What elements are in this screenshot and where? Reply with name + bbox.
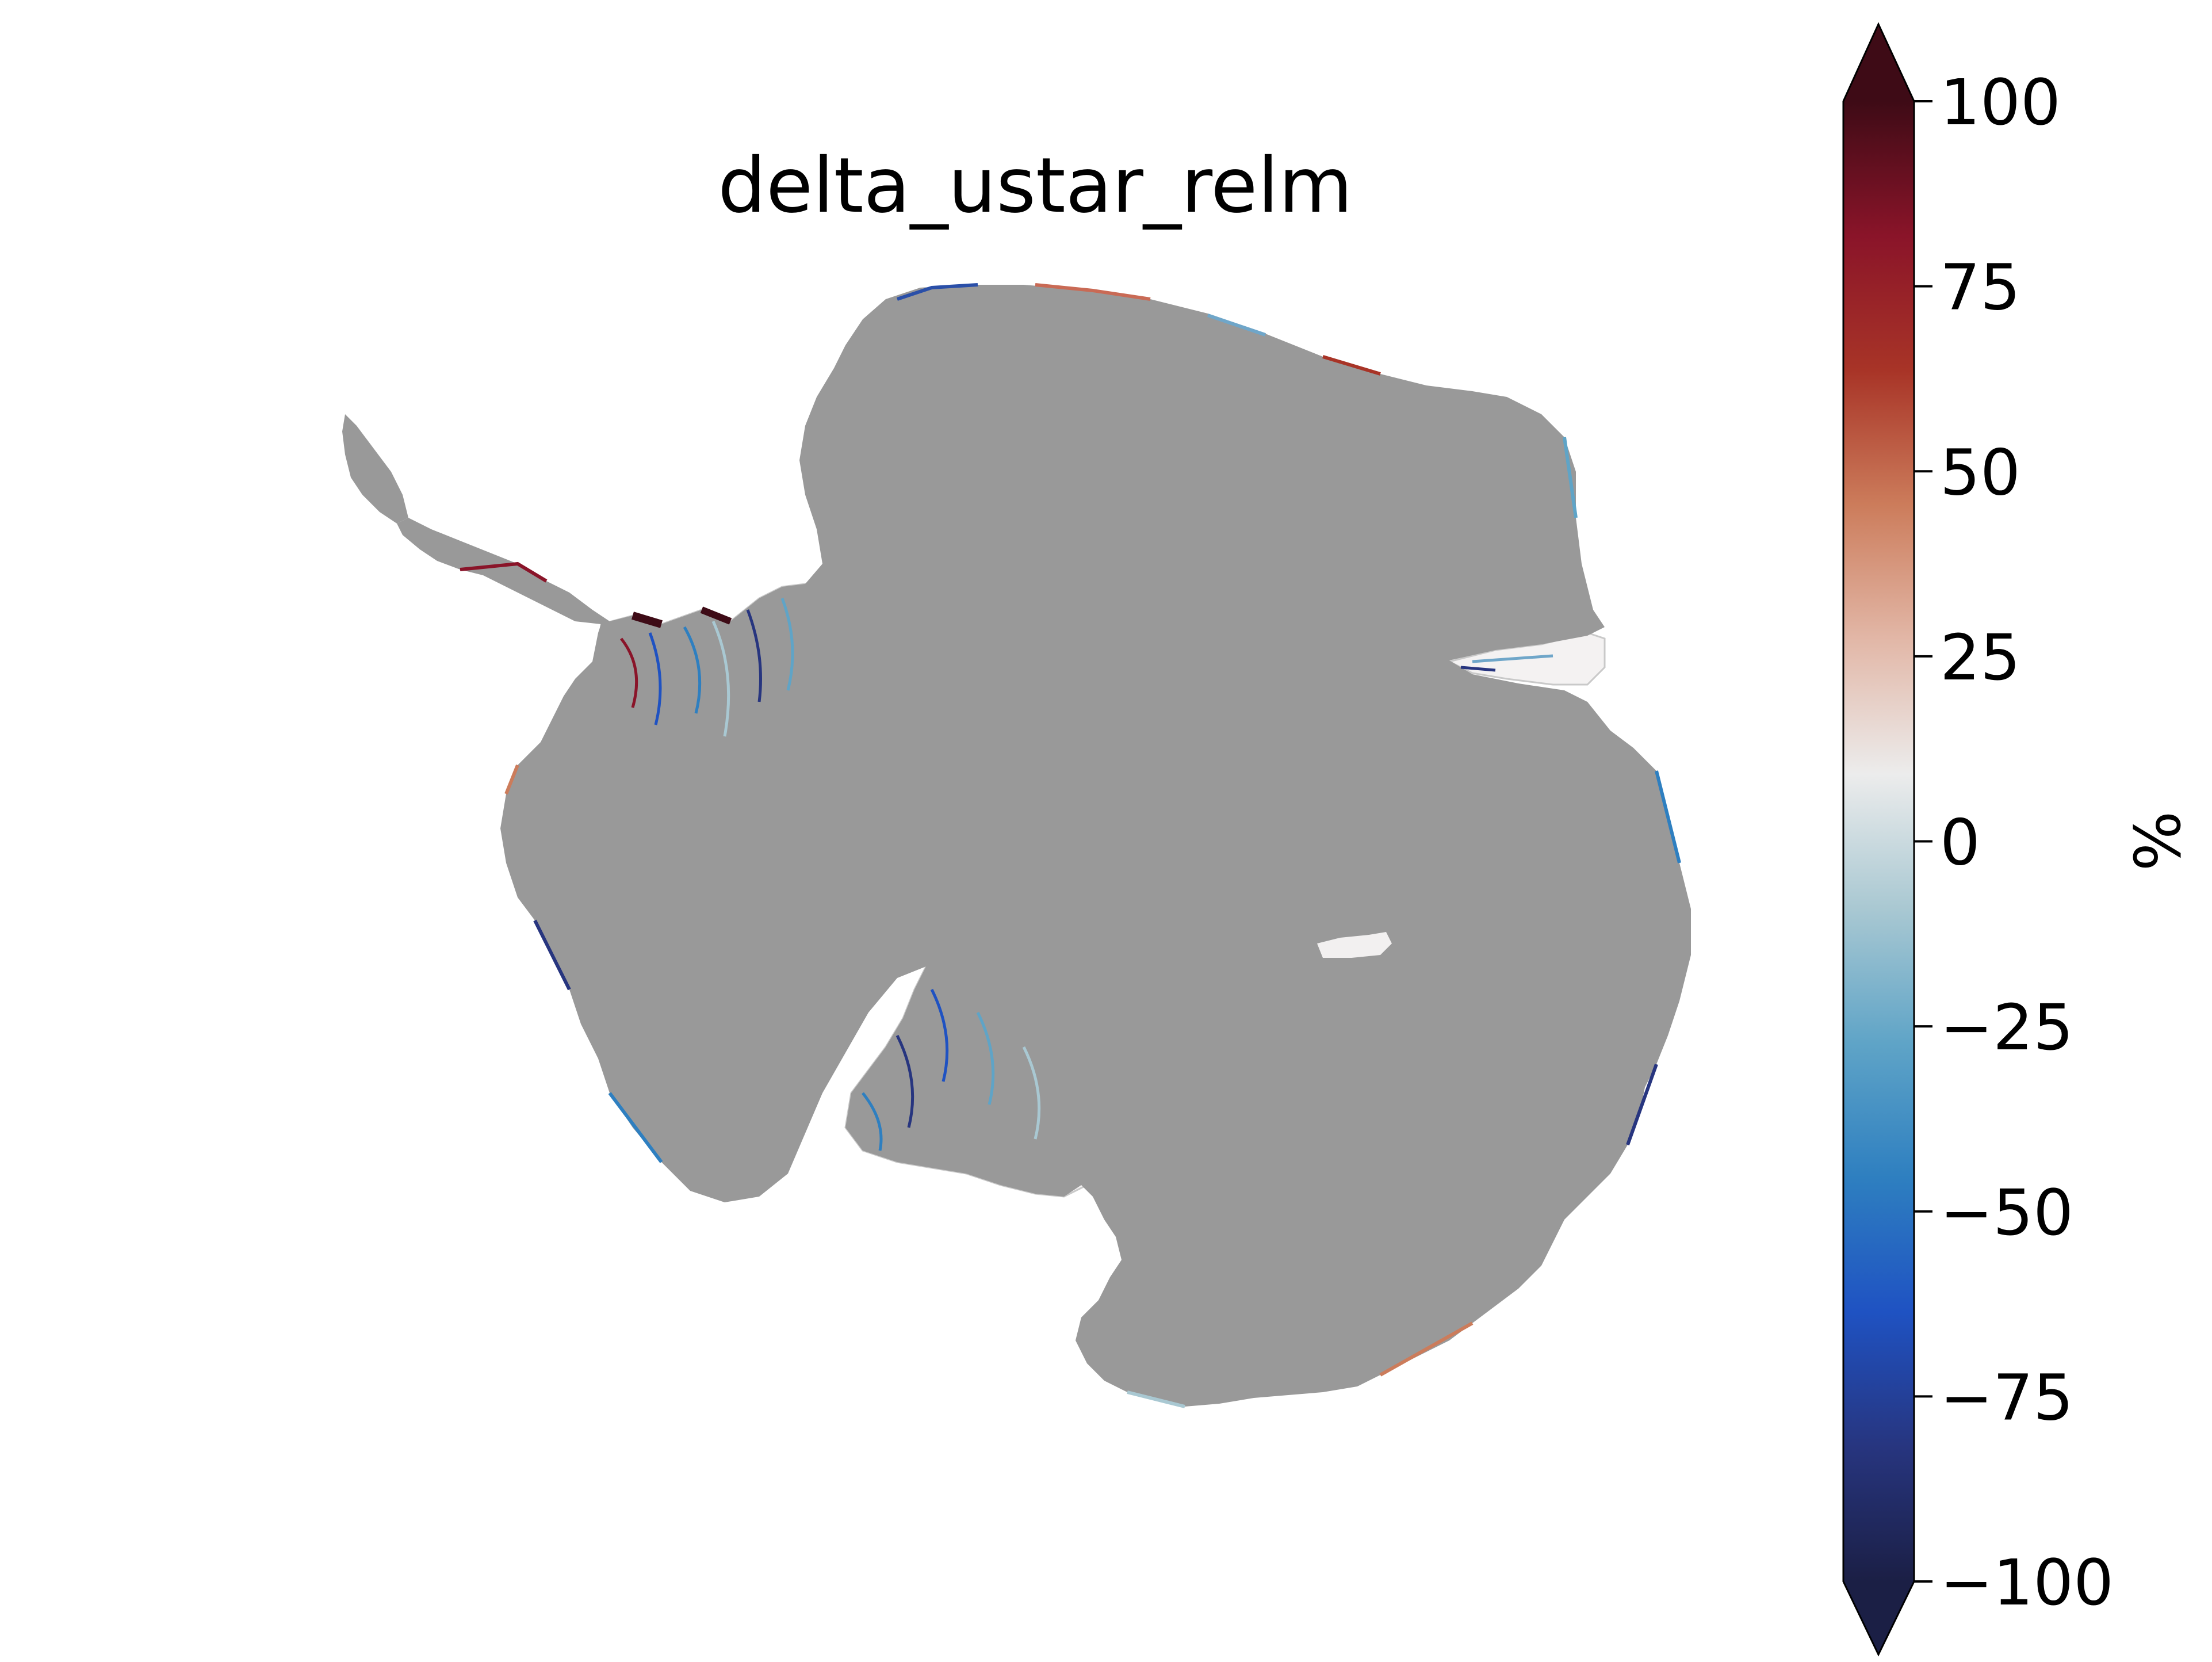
colorbar-tick-label: 50 bbox=[1940, 435, 2020, 509]
colorbar-tick-label: −25 bbox=[1940, 991, 2073, 1064]
lake-patch bbox=[1317, 932, 1392, 958]
ice-shelf-texture bbox=[620, 598, 1553, 1151]
colorbar-ticks: 100 75 50 25 0 −25 −50 −75 −100 bbox=[1914, 66, 2114, 1619]
coastal-fringe bbox=[460, 283, 1681, 1408]
grounded-ice-sheet bbox=[397, 285, 1691, 1407]
colorbar-extend-bottom bbox=[1843, 1581, 1914, 1655]
colorbar-tick-label: 100 bbox=[1940, 66, 2061, 139]
colorbar-tick-label: 75 bbox=[1940, 251, 2020, 324]
colorbar-tick-label: 0 bbox=[1940, 806, 1980, 880]
figure-title: delta_ustar_relm bbox=[718, 142, 1353, 230]
colorbar-tick-label: −75 bbox=[1940, 1361, 2073, 1434]
antarctica-map bbox=[342, 283, 1691, 1408]
colorbar-body bbox=[1843, 101, 1914, 1581]
colorbar-tick-label: −100 bbox=[1940, 1546, 2114, 1619]
colorbar-tick-label: 25 bbox=[1940, 621, 2020, 694]
colorbar: 100 75 50 25 0 −25 −50 −75 −100 % bbox=[1842, 22, 2195, 1657]
colorbar-tick-label: −50 bbox=[1940, 1176, 2073, 1250]
colorbar-extend-top bbox=[1843, 24, 1914, 101]
antarctic-peninsula bbox=[342, 414, 408, 524]
colorbar-label: % bbox=[2121, 811, 2195, 872]
